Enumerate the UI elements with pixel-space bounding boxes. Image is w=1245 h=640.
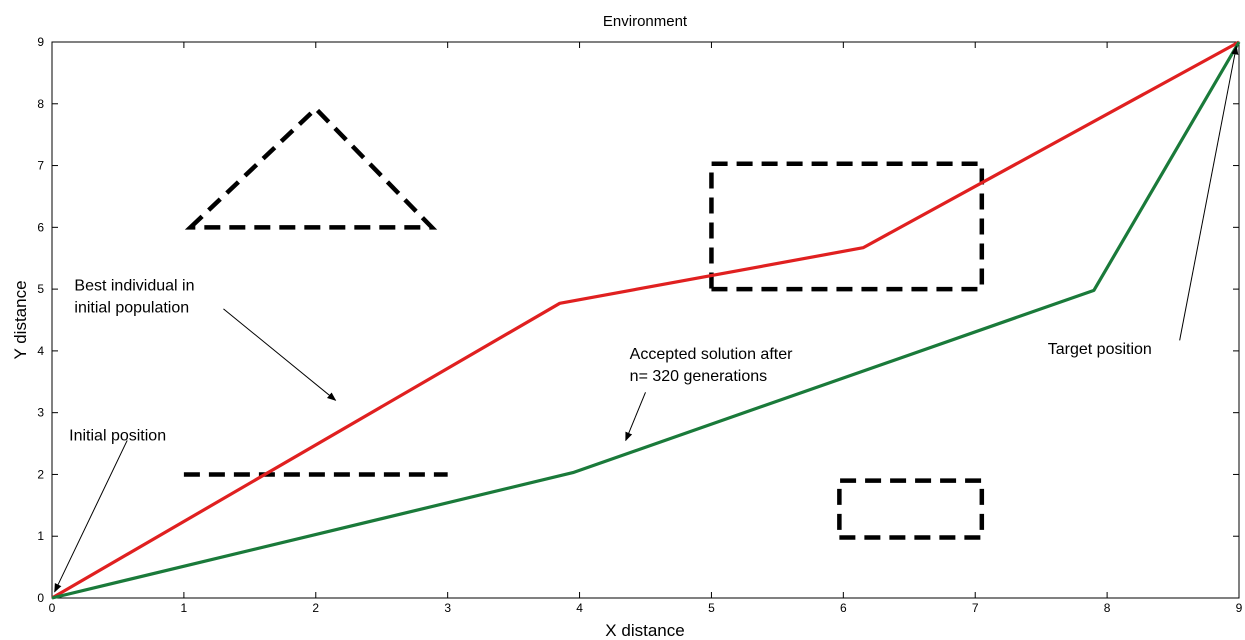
annotation-arrow-3 bbox=[625, 392, 646, 442]
annotation-text-2: Best individual in initial population bbox=[74, 277, 194, 316]
annotation-line: Accepted solution after bbox=[630, 346, 793, 363]
y-tick-label: 1 bbox=[37, 529, 44, 543]
y-tick-label: 7 bbox=[37, 159, 44, 173]
y-tick-label: 8 bbox=[37, 97, 44, 111]
annotation-line: Initial position bbox=[69, 427, 166, 444]
obstacle-rectangle-3 bbox=[837, 478, 985, 540]
x-tick-label: 8 bbox=[1104, 601, 1111, 615]
y-tick-label: 0 bbox=[37, 591, 44, 605]
annotation-line: n= 320 generations bbox=[630, 368, 767, 385]
annotation-text-4: Target position bbox=[1048, 341, 1152, 358]
chart-title: Environment bbox=[603, 13, 688, 30]
plot-area: 0 1 2 3 4 5 6 7 8 9 0 1 2 3 4 5 6 7 8 9 Initial position Best… bbox=[37, 35, 1242, 615]
plot-frame bbox=[51, 41, 1240, 599]
y-tick-label: 3 bbox=[37, 406, 44, 420]
x-tick-label: 5 bbox=[708, 601, 715, 615]
x-tick-label: 7 bbox=[972, 601, 979, 615]
obstacle-triangle-1 bbox=[184, 105, 438, 230]
x-tick-label: 0 bbox=[49, 601, 56, 615]
y-tick-label: 2 bbox=[37, 467, 44, 481]
series-line-1 bbox=[51, 40, 1240, 600]
x-tick-label: 2 bbox=[312, 601, 319, 615]
y-tick-label: 9 bbox=[37, 35, 44, 49]
annotation-line: Target position bbox=[1048, 341, 1152, 358]
annotation-arrow-2 bbox=[223, 308, 337, 401]
x-tick-label: 1 bbox=[181, 601, 188, 615]
y-tick-label: 6 bbox=[37, 220, 44, 234]
y-axis-label: Y distance bbox=[11, 280, 30, 359]
y-tick-label: 4 bbox=[37, 344, 44, 358]
annotation-text-1: Initial position bbox=[69, 427, 166, 444]
y-tick-label: 5 bbox=[37, 282, 44, 296]
x-tick-label: 4 bbox=[576, 601, 583, 615]
x-tick-label: 6 bbox=[840, 601, 847, 615]
obstacle-rectangle-2 bbox=[709, 161, 985, 292]
annotation-line: Best individual in bbox=[74, 277, 194, 294]
x-axis-label: X distance bbox=[605, 621, 684, 640]
x-tick-label: 3 bbox=[444, 601, 451, 615]
annotation-text-3: Accepted solution after n= 320 generation… bbox=[630, 346, 793, 385]
series-line-2 bbox=[51, 41, 1241, 600]
annotation-line: initial population bbox=[74, 299, 189, 316]
x-tick-label: 9 bbox=[1236, 601, 1243, 615]
annotation-arrow-1 bbox=[54, 440, 128, 593]
annotation-arrow-4 bbox=[1179, 45, 1239, 341]
